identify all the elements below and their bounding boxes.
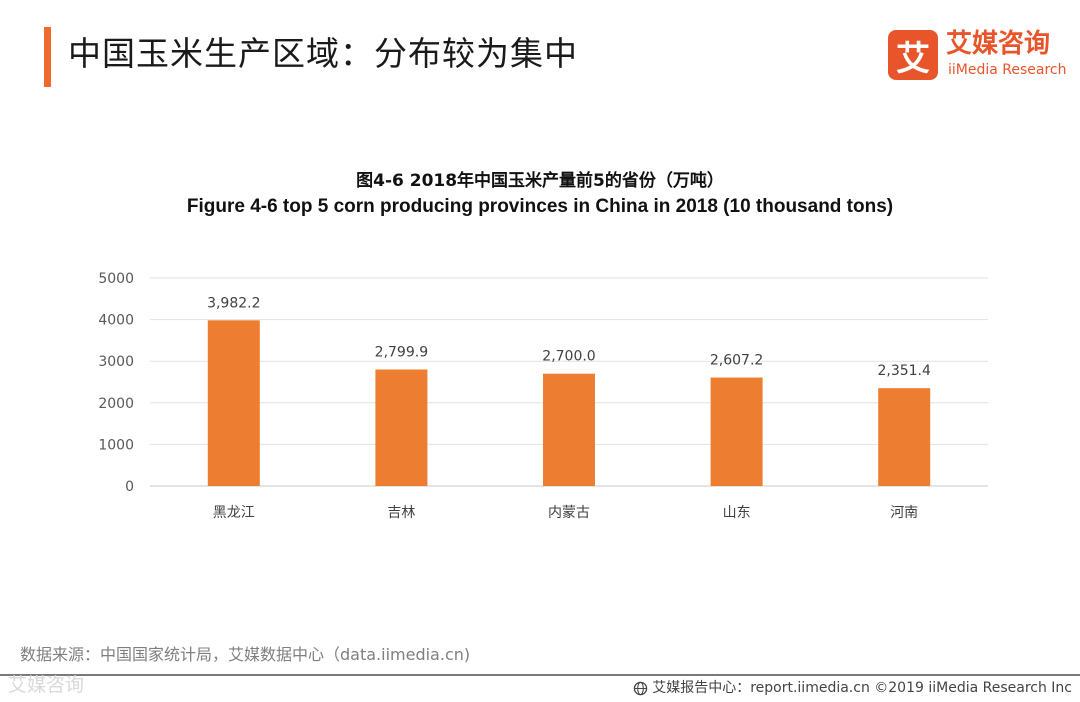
chart-title-cn: 图4-6 2018年中国玉米产量前5的省份（万吨） [356,171,724,191]
watermark-text: 艾媒咨询 [8,674,85,696]
bar [207,320,260,486]
data-label: 2,607.2 [710,353,763,369]
bar [375,369,428,486]
x-tick-label: 吉林 [387,505,415,521]
data-source-note: 数据来源：中国国家统计局，艾媒数据中心（data.iimedia.cn) [20,645,471,664]
footer-credits: 艾媒报告中心：report.iimedia.cn ©2019 iiMedia R… [633,678,1072,698]
y-tick-label: 3000 [98,354,134,370]
bar [878,388,931,486]
x-tick-label: 河南 [890,505,918,521]
y-tick-label: 1000 [98,437,134,453]
y-tick-label: 4000 [98,313,134,329]
data-label: 2,799.9 [375,345,428,361]
x-tick-label: 山东 [723,505,751,521]
globe-icon [633,681,648,695]
page-title: 中国玉米生产区域：分布较为集中 [68,34,578,73]
bar [543,373,595,486]
bar [710,377,763,486]
y-tick-label: 2000 [98,396,134,412]
x-tick-label: 黑龙江 [213,505,255,521]
y-axis-ticks: 0 1000 2000 3000 4000 5000 [98,271,134,495]
footer-text[interactable]: 艾媒报告中心：report.iimedia.cn ©2019 iiMedia R… [652,680,1072,696]
data-label: 2,700.0 [542,349,595,365]
data-labels: 3,982.2 2,799.9 2,700.0 2,607.2 2,351.4 [207,295,931,379]
iimedia-logo[interactable]: 艾 艾媒咨询 iiMedia Research [888,29,1067,82]
logo-mark-icon: 艾 [888,30,938,80]
footer-divider [0,674,1080,676]
bars [207,320,931,486]
title-accent-bar [44,27,51,87]
chart-title-en: Figure 4-6 top 5 corn producing province… [186,196,894,217]
x-tick-label: 内蒙古 [548,505,590,521]
x-axis-ticks: 黑龙江 吉林 内蒙古 山东 河南 [213,505,918,521]
gridlines [150,277,988,487]
y-tick-label: 5000 [98,271,134,287]
logo-name-cn: 艾媒咨询 [946,29,1051,59]
data-label: 2,351.4 [877,363,931,379]
y-tick-label: 0 [125,479,134,495]
logo-name-en: iiMedia Research [948,62,1067,78]
data-label: 3,982.2 [207,295,260,311]
